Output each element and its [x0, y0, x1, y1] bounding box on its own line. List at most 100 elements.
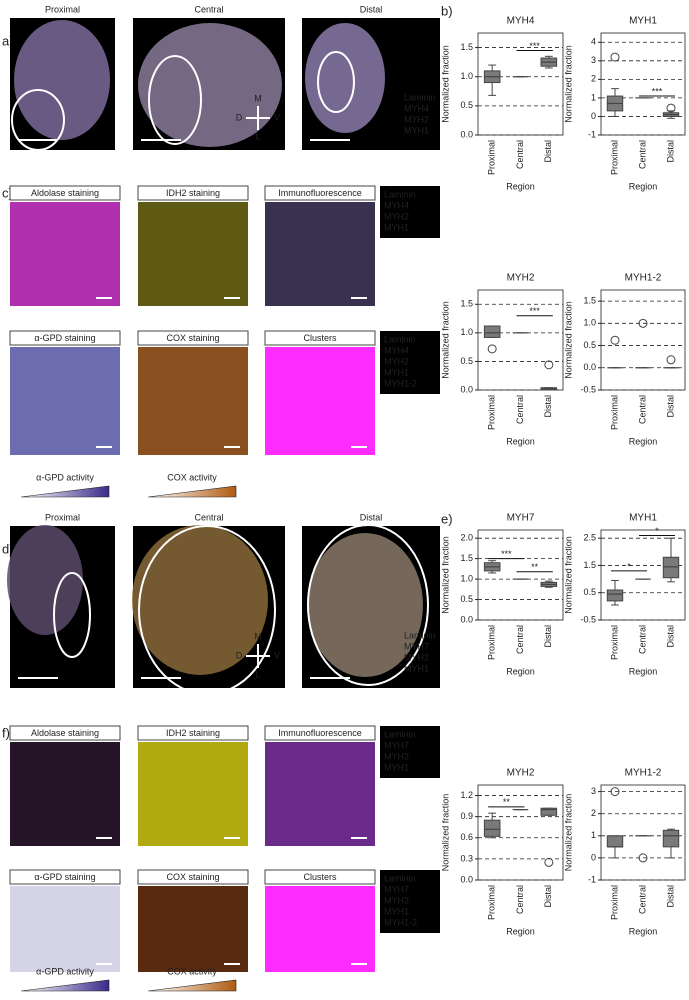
- y-axis-label: Normalized fraction: [563, 301, 573, 379]
- tile-label: α-GPD staining: [34, 872, 95, 882]
- y-axis-label: Normalized fraction: [440, 301, 450, 379]
- significance-label: **: [531, 562, 539, 572]
- x-tick-label: Distal: [543, 395, 553, 418]
- y-tick-label: 1: [591, 830, 596, 840]
- legend-entry: MYH7: [404, 641, 429, 651]
- compass-label: D: [236, 650, 243, 660]
- legend-entry: MYH1: [384, 222, 409, 232]
- y-tick-label: 0.9: [460, 811, 473, 821]
- image-label: Proximal: [45, 512, 80, 522]
- tile-label: Immunofluorescence: [278, 728, 362, 738]
- x-tick-label: Distal: [543, 885, 553, 908]
- x-tick-label: Proximal: [487, 140, 497, 175]
- y-tick-label: -0.5: [580, 384, 596, 394]
- legend-entry: MYH7: [384, 740, 409, 750]
- legend-entry: MYH1: [384, 367, 409, 377]
- x-tick-label: Distal: [665, 625, 675, 648]
- y-axis-label: Normalized fraction: [563, 794, 573, 872]
- x-tick-label: Distal: [665, 395, 675, 418]
- tissue: [14, 20, 110, 140]
- legend-box: [380, 726, 440, 778]
- y-axis-label: Normalized fraction: [563, 45, 573, 123]
- x-tick-label: Central: [515, 395, 525, 424]
- y-tick-label: 1.0: [460, 327, 473, 337]
- legend-entry: MYH2: [404, 114, 429, 124]
- legend-entry: MYH1: [384, 906, 409, 916]
- x-tick-label: Distal: [665, 885, 675, 908]
- y-tick-label: -0.5: [580, 614, 596, 624]
- tissue: [305, 23, 385, 133]
- x-tick-label: Central: [637, 140, 647, 169]
- activity-label: COX activity: [167, 966, 217, 976]
- legend-box: [380, 186, 440, 238]
- y-axis-label: Normalized fraction: [440, 794, 450, 872]
- x-tick-label: Proximal: [609, 885, 619, 920]
- tile-label: α-GPD staining: [34, 333, 95, 343]
- y-tick-label: 2: [591, 74, 596, 84]
- panel-letter: a): [2, 33, 14, 48]
- legend-entry: MYH2: [384, 751, 409, 761]
- compass-label: M: [254, 631, 262, 641]
- x-tick-label: Central: [515, 625, 525, 654]
- y-tick-label: 0.0: [460, 384, 473, 394]
- image-label: Proximal: [45, 4, 80, 14]
- region-outline: [317, 51, 355, 113]
- tissue: [138, 23, 282, 147]
- outlier: [666, 355, 676, 365]
- tile-label: COX staining: [166, 872, 219, 882]
- panel-letter: e): [441, 511, 453, 526]
- activity-gradient: [20, 485, 110, 498]
- activity-label: COX activity: [167, 472, 217, 482]
- micrograph: [10, 202, 120, 306]
- x-axis-label: Region: [506, 926, 535, 936]
- x-tick-label: Distal: [543, 625, 553, 648]
- box: [662, 556, 680, 579]
- compass-label: V: [274, 650, 280, 660]
- activity-gradient: [147, 485, 237, 498]
- chart-title: MYH1-2: [625, 768, 662, 779]
- tissue: [307, 533, 423, 677]
- y-tick-label: 3: [591, 786, 596, 796]
- legend-entry: Laminin: [384, 189, 416, 199]
- activity-gradient: [147, 979, 237, 992]
- chart-title: MYH4: [507, 16, 535, 27]
- y-tick-label: 4: [591, 37, 596, 47]
- plot-frame: [477, 289, 564, 391]
- y-tick-label: 1.0: [460, 71, 473, 81]
- micrograph: [138, 202, 248, 306]
- x-tick-label: Proximal: [487, 885, 497, 920]
- y-tick-label: 1.5: [460, 42, 473, 52]
- chart-title: MYH1: [629, 513, 657, 524]
- x-tick-label: Proximal: [487, 395, 497, 430]
- micrograph: [10, 347, 120, 455]
- compass-label: V: [274, 112, 280, 122]
- x-tick-label: Central: [515, 885, 525, 914]
- tile-label: Immunofluorescence: [278, 188, 362, 198]
- y-tick-label: 1.0: [460, 573, 473, 583]
- significance-label: *: [627, 561, 631, 571]
- legend-entry: Laminin: [404, 630, 436, 640]
- activity-label: α-GPD activity: [36, 966, 94, 976]
- tile-label-box: [264, 869, 376, 885]
- significance-label: ***: [652, 86, 663, 96]
- x-tick-label: Central: [637, 625, 647, 654]
- legend-box: [380, 870, 440, 933]
- plot-frame: [477, 32, 564, 136]
- y-axis-label: Normalized fraction: [440, 536, 450, 614]
- image-label: Distal: [360, 512, 383, 522]
- x-axis-label: Region: [506, 666, 535, 676]
- activity-label: α-GPD activity: [36, 472, 94, 482]
- panel-letter: c): [2, 185, 13, 200]
- tile-label-box: [264, 330, 376, 346]
- legend-entry: MYH4: [384, 200, 409, 210]
- y-tick-label: 0.0: [460, 874, 473, 884]
- x-axis-label: Region: [506, 181, 535, 191]
- box: [662, 829, 680, 848]
- tile-label: IDH2 staining: [166, 188, 220, 198]
- y-tick-label: 0: [591, 852, 596, 862]
- y-tick-label: 1.5: [460, 553, 473, 563]
- outlier: [544, 857, 554, 867]
- legend-entry: MYH1: [404, 663, 429, 673]
- y-tick-label: 3: [591, 55, 596, 65]
- outlier: [610, 52, 620, 62]
